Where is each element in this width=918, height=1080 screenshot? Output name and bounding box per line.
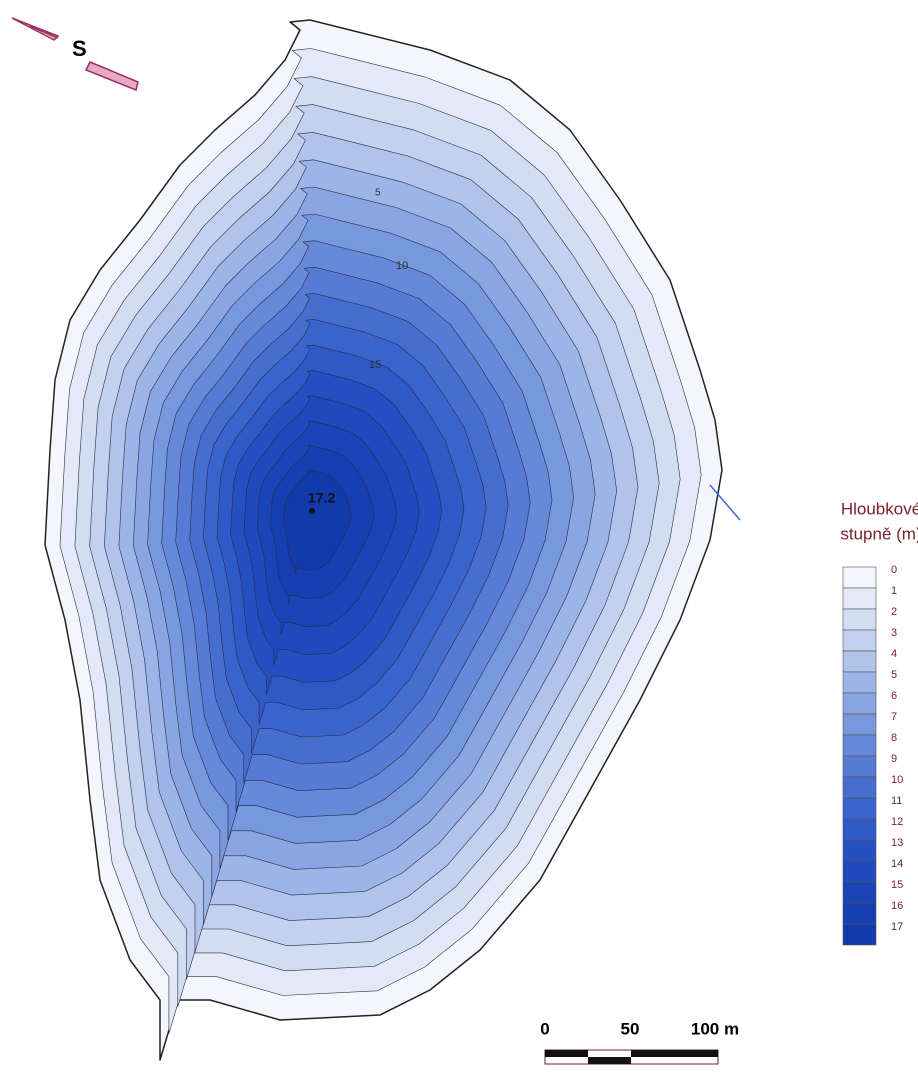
legend-swatch — [843, 630, 876, 651]
legend-label: 10 — [891, 774, 903, 786]
legend-swatch — [843, 588, 876, 609]
legend-label: 13 — [891, 837, 903, 849]
legend-swatch — [843, 693, 876, 714]
map: S 5 10 15 17.2 Hloubkové stupně (m) 0123… — [0, 0, 918, 1075]
legend-label: 11 — [891, 795, 902, 807]
deepest-point — [309, 508, 315, 514]
legend-label: 17 — [891, 921, 903, 933]
legend-label: 9 — [891, 753, 897, 765]
legend-label: 12 — [891, 816, 903, 828]
contour-label: 10 — [396, 260, 408, 272]
arrow-tail — [86, 62, 138, 90]
legend-label: 15 — [891, 879, 903, 891]
legend-label: 8 — [891, 732, 897, 744]
scale-segment — [631, 1050, 718, 1057]
arrow-head — [12, 18, 58, 40]
legend-swatch — [843, 756, 876, 777]
legend-swatch — [843, 840, 876, 861]
legend-swatch — [843, 735, 876, 756]
legend-label: 4 — [891, 648, 897, 660]
legend-label: 1 — [891, 585, 897, 597]
legend-label: 14 — [891, 858, 903, 870]
arrow-line — [30, 26, 58, 38]
legend-swatch — [843, 903, 876, 924]
scale-bar: 0 50 100 m — [540, 1019, 739, 1064]
legend-swatch — [843, 672, 876, 693]
legend-label: 7 — [891, 711, 897, 723]
legend-swatch — [843, 651, 876, 672]
legend-label: 3 — [891, 627, 897, 639]
legend-swatch — [843, 924, 876, 945]
legend-label: 6 — [891, 690, 897, 702]
north-arrow: S — [12, 18, 138, 90]
legend-label: 5 — [891, 669, 897, 681]
lake — [45, 20, 722, 1060]
scale-label: 100 m — [691, 1019, 739, 1038]
scale-label: 50 — [621, 1019, 640, 1038]
legend-swatch — [843, 567, 876, 588]
legend-title: stupně (m) — [840, 524, 918, 543]
legend-swatch — [843, 798, 876, 819]
contour-label: 15 — [369, 359, 381, 371]
scale-segment — [545, 1050, 588, 1057]
legend-swatch — [843, 714, 876, 735]
legend-swatch — [843, 819, 876, 840]
legend-swatch — [843, 861, 876, 882]
legend-label: 2 — [891, 606, 897, 618]
legend-label: 0 — [891, 564, 897, 576]
legend-swatch — [843, 609, 876, 630]
scale-label: 0 — [540, 1019, 549, 1038]
legend-title: Hloubkové — [841, 499, 918, 518]
scale-segment — [588, 1057, 631, 1064]
legend-label: 16 — [891, 900, 903, 912]
north-label: S — [72, 36, 87, 61]
contour-label: 5 — [375, 188, 381, 199]
legend-swatch — [843, 777, 876, 798]
legend-swatch — [843, 882, 876, 903]
max-depth-label: 17.2 — [308, 490, 335, 506]
